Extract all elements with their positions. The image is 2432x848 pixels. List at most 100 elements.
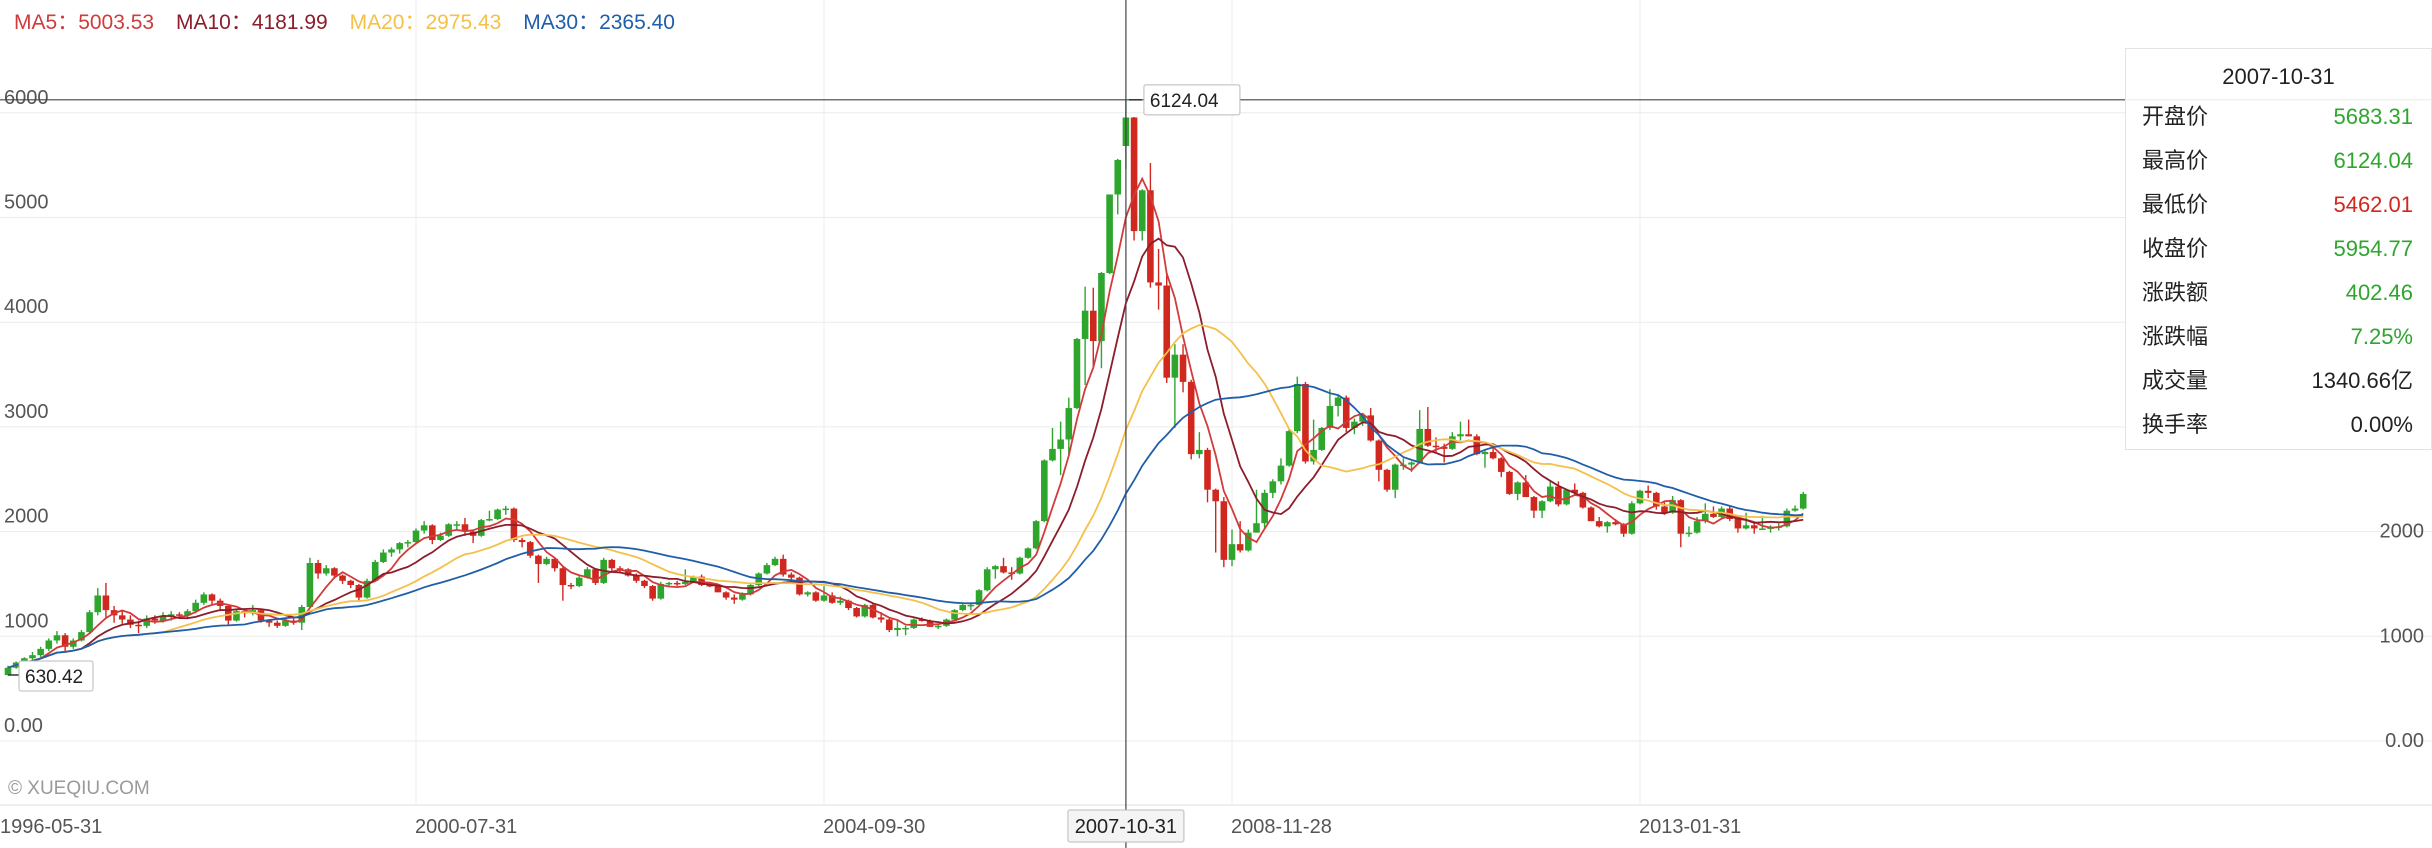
candle-body[interactable]	[877, 617, 885, 620]
candle[interactable]	[1546, 481, 1554, 503]
candle[interactable]	[1179, 344, 1187, 393]
candle-body[interactable]	[86, 612, 93, 633]
candle[interactable]	[1147, 163, 1154, 288]
candle-body[interactable]	[1677, 500, 1685, 534]
candle-body[interactable]	[61, 635, 69, 647]
candle[interactable]	[486, 510, 493, 522]
candle-body[interactable]	[1089, 310, 1097, 342]
candle-body[interactable]	[1000, 566, 1007, 573]
candle-body[interactable]	[1408, 462, 1415, 465]
candle-body[interactable]	[1546, 486, 1554, 502]
candle[interactable]	[1604, 521, 1611, 533]
candle-body[interactable]	[869, 604, 877, 618]
candle-body[interactable]	[1041, 460, 1048, 522]
candle[interactable]	[53, 631, 61, 644]
candle[interactable]	[347, 579, 355, 589]
candle-body[interactable]	[592, 569, 599, 583]
candle-body[interactable]	[37, 648, 44, 656]
candle-body[interactable]	[1351, 421, 1358, 428]
candle-body[interactable]	[1138, 190, 1146, 232]
candle-body[interactable]	[1506, 471, 1513, 494]
candle-body[interactable]	[567, 584, 575, 587]
candle[interactable]	[1163, 271, 1171, 383]
candle[interactable]	[681, 569, 689, 585]
candle-body[interactable]	[1114, 159, 1122, 195]
candle-body[interactable]	[135, 624, 142, 627]
candle-body[interactable]	[1530, 497, 1538, 511]
candle[interactable]	[339, 574, 346, 584]
candle[interactable]	[1032, 520, 1040, 550]
candle-body[interactable]	[1024, 548, 1032, 558]
candle-body[interactable]	[1628, 503, 1636, 534]
candle[interactable]	[771, 556, 779, 567]
candle[interactable]	[273, 620, 281, 628]
candle-body[interactable]	[771, 558, 779, 566]
candle[interactable]	[722, 591, 730, 600]
candle[interactable]	[665, 581, 673, 587]
candle[interactable]	[306, 557, 314, 609]
candle-body[interactable]	[747, 584, 754, 595]
candle-body[interactable]	[1742, 525, 1750, 529]
candle-body[interactable]	[853, 608, 860, 617]
candle[interactable]	[314, 559, 322, 579]
candle[interactable]	[518, 537, 526, 548]
candle[interactable]	[45, 638, 53, 651]
candle-body[interactable]	[690, 576, 697, 582]
candle[interactable]	[934, 624, 942, 629]
candle-body[interactable]	[380, 552, 387, 562]
candle[interactable]	[779, 554, 787, 577]
candle[interactable]	[567, 582, 575, 590]
candle[interactable]	[420, 521, 428, 534]
candle-body[interactable]	[1653, 492, 1660, 507]
candle-body[interactable]	[706, 584, 714, 587]
candle[interactable]	[575, 575, 583, 588]
candle-body[interactable]	[910, 619, 918, 628]
candle-body[interactable]	[127, 619, 134, 625]
candle-body[interactable]	[804, 592, 811, 595]
candle-body[interactable]	[347, 580, 355, 585]
candle-body[interactable]	[1245, 532, 1252, 551]
candle-body[interactable]	[526, 542, 534, 556]
candle[interactable]	[1016, 556, 1024, 575]
candle[interactable]	[951, 609, 958, 621]
candle-body[interactable]	[331, 568, 338, 576]
candle[interactable]	[1065, 397, 1073, 457]
candle-body[interactable]	[543, 558, 550, 565]
candle[interactable]	[61, 633, 69, 651]
candle-body[interactable]	[1783, 510, 1791, 527]
candle[interactable]	[1506, 470, 1513, 495]
candle[interactable]	[869, 603, 877, 619]
candle[interactable]	[1644, 485, 1652, 499]
candle-body[interactable]	[1750, 525, 1758, 529]
candle-body[interactable]	[1334, 397, 1342, 406]
candle-body[interactable]	[959, 604, 967, 611]
candle-body[interactable]	[1571, 489, 1579, 493]
candle[interactable]	[1734, 517, 1742, 533]
candle[interactable]	[127, 615, 134, 628]
candle-body[interactable]	[322, 568, 330, 574]
candle-body[interactable]	[53, 635, 61, 641]
candle[interactable]	[388, 547, 395, 557]
candle-body[interactable]	[1318, 427, 1326, 450]
candle-body[interactable]	[339, 575, 346, 581]
candle-body[interactable]	[1620, 524, 1627, 534]
candle-body[interactable]	[1514, 482, 1521, 494]
candle-body[interactable]	[45, 640, 53, 649]
candle[interactable]	[1253, 489, 1260, 533]
candle-body[interactable]	[1220, 501, 1228, 560]
candle-body[interactable]	[184, 611, 191, 616]
candle-body[interactable]	[225, 605, 232, 621]
candle[interactable]	[355, 583, 363, 601]
candle-body[interactable]	[1253, 523, 1260, 533]
candle[interactable]	[1383, 468, 1391, 492]
candle[interactable]	[1334, 395, 1342, 417]
candle-body[interactable]	[1391, 464, 1399, 490]
candle-body[interactable]	[967, 604, 975, 607]
candle[interactable]	[1375, 439, 1383, 482]
candle[interactable]	[1114, 158, 1122, 215]
candle[interactable]	[1220, 497, 1228, 568]
candle-body[interactable]	[233, 611, 240, 621]
candle-body[interactable]	[78, 632, 85, 641]
candle-body[interactable]	[1424, 428, 1432, 446]
candle[interactable]	[1106, 194, 1113, 275]
